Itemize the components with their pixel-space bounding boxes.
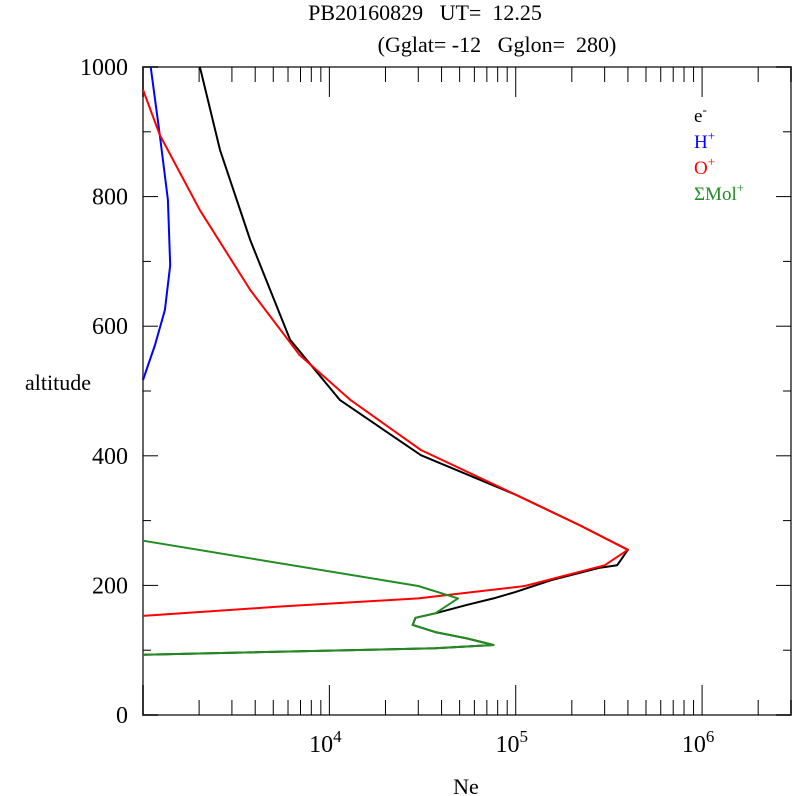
series-line-o bbox=[142, 89, 629, 617]
y-tick-label: 200 bbox=[92, 573, 128, 599]
series-line-h bbox=[142, 66, 172, 381]
legend-entry: e- bbox=[694, 102, 707, 127]
x-axis-label: Ne bbox=[453, 774, 479, 796]
series-line-e bbox=[142, 66, 629, 656]
x-tick-label: 106 bbox=[682, 727, 715, 758]
y-axis-label: altitude bbox=[25, 370, 91, 395]
chart-title: PB20160829 UT= 12.25 bbox=[308, 0, 542, 25]
y-tick-label: 600 bbox=[92, 314, 128, 340]
chart-subtitle: (Gglat= -12 Gglon= 280) bbox=[378, 32, 617, 57]
legend-entry: O+ bbox=[694, 154, 715, 179]
y-tick-label: 1000 bbox=[80, 55, 128, 81]
series-line-sum-mol bbox=[142, 539, 495, 656]
legend-entry: ΣMol+ bbox=[694, 180, 744, 205]
y-tick-label: 400 bbox=[92, 444, 128, 470]
x-tick-label: 104 bbox=[309, 727, 342, 758]
y-tick-label: 0 bbox=[116, 703, 128, 729]
legend-entry: H+ bbox=[694, 128, 715, 153]
y-tick-label: 800 bbox=[92, 185, 128, 211]
x-tick-label: 105 bbox=[495, 727, 528, 758]
